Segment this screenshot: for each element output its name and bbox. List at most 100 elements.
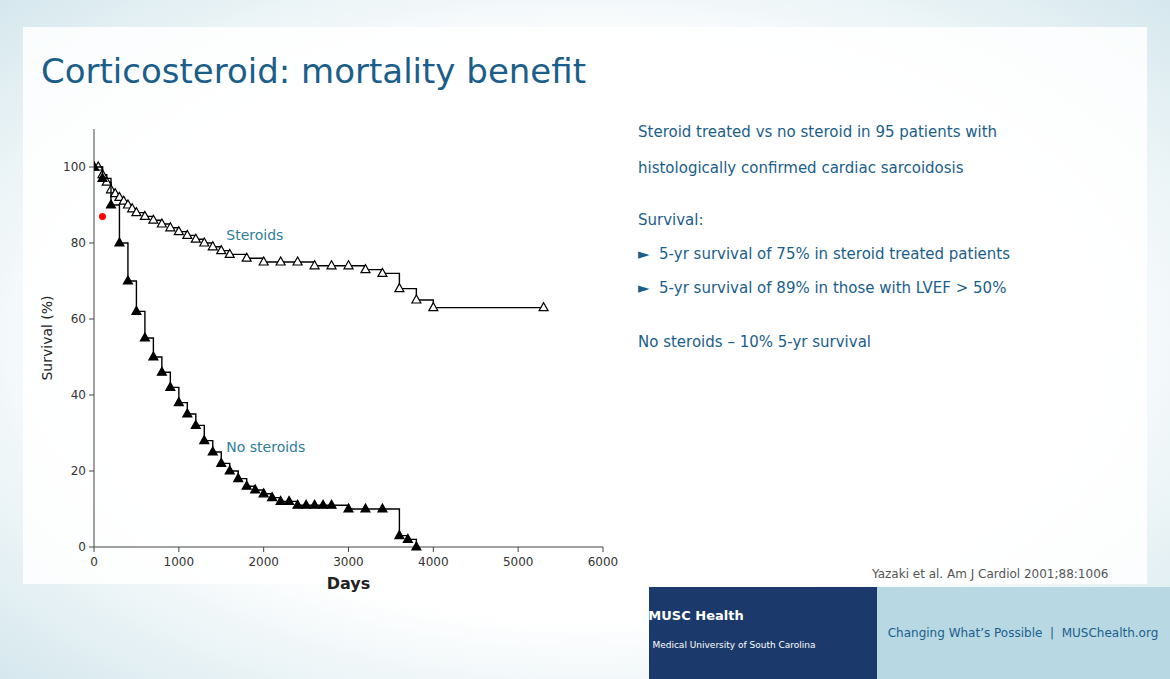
survival-marker (268, 493, 277, 501)
survival-marker (344, 504, 353, 512)
survival-marker (344, 261, 353, 269)
x-tick-label: 5000 (503, 555, 534, 569)
survival-marker (200, 238, 209, 246)
axes: 0100020003000400050006000020406080100Day… (39, 129, 618, 593)
survival-marker (361, 504, 370, 512)
survival-marker (302, 500, 311, 508)
content-panel (23, 27, 1147, 584)
survival-marker (157, 367, 166, 375)
survival-marker (208, 447, 217, 455)
survival-marker (293, 257, 302, 265)
footer-tagline: Changing What’s Possible | MUSChealth.or… (888, 626, 1159, 640)
survival-marker (94, 162, 99, 170)
x-tick-label: 1000 (164, 555, 195, 569)
survival-marker (361, 265, 370, 273)
x-tick-label: 3000 (333, 555, 364, 569)
y-tick (89, 243, 94, 244)
x-tick (433, 547, 434, 552)
y-tick-label: 100 (63, 160, 86, 174)
x-tick-label: 0 (90, 555, 98, 569)
survival-curve (94, 167, 416, 547)
footer-subtitle: Medical University of South Carolina (652, 640, 815, 650)
footer-left (649, 587, 877, 679)
survival-marker (327, 261, 336, 269)
y-tick-label: 20 (71, 464, 86, 478)
survival-marker (276, 257, 285, 265)
y-tick (89, 167, 94, 168)
survival-marker (259, 489, 268, 497)
x-axis-label: Days (327, 574, 371, 593)
background (0, 0, 1170, 679)
survival-marker (149, 352, 158, 360)
plot (94, 162, 548, 550)
x-tick (518, 547, 519, 552)
y-tick (89, 547, 94, 548)
y-tick (89, 395, 94, 396)
survival-marker (225, 466, 234, 474)
survival-marker (310, 261, 319, 269)
x-tick (348, 547, 349, 552)
survival-marker (259, 257, 268, 265)
survival-marker (191, 234, 200, 242)
survival-marker (98, 173, 107, 181)
annotation: ► 5-yr survival of 75% in steroid treate… (638, 245, 1010, 263)
y-tick (89, 471, 94, 472)
survival-marker (276, 496, 285, 504)
y-tick-label: 80 (71, 236, 86, 250)
survival-marker (166, 223, 175, 231)
survival-marker (208, 242, 217, 250)
survival-marker (217, 458, 226, 466)
survival-marker (319, 500, 328, 508)
survival-marker (191, 420, 200, 428)
annotation: ► 5-yr survival of 89% in those with LVE… (638, 279, 1006, 297)
survival-curve (94, 167, 544, 308)
survival-marker (378, 504, 387, 512)
citation: Yazaki et al. Am J Cardiol 2001;88:1006 (871, 567, 1108, 581)
survival-marker (403, 534, 412, 542)
survival-marker (157, 219, 166, 227)
survival-marker (395, 531, 404, 539)
survival-marker (149, 215, 158, 223)
survival-marker (310, 500, 319, 508)
survival-marker (293, 500, 302, 508)
annotation: histologically confirmed cardiac sarcoid… (638, 159, 964, 177)
survival-marker (174, 398, 183, 406)
annotation: Survival: (638, 211, 704, 229)
slide: MUSC Health Medical University of South C… (0, 0, 1170, 679)
survival-marker (285, 496, 294, 504)
survival-marker (183, 409, 192, 417)
survival-marker (412, 542, 421, 550)
y-tick-label: 0 (78, 540, 86, 554)
survival-marker (174, 227, 183, 235)
survival-marker (327, 500, 336, 508)
survival-marker (132, 306, 141, 314)
annotation: Steroid treated vs no steroid in 95 pati… (638, 123, 997, 141)
survival-marker (251, 485, 260, 493)
y-tick-label: 60 (71, 312, 86, 326)
x-tick-label: 4000 (418, 555, 449, 569)
x-tick (94, 547, 95, 552)
survival-marker (412, 295, 421, 303)
annotation: No steroids – 10% 5-yr survival (638, 333, 871, 351)
survival-marker (217, 246, 226, 254)
y-tick-label: 40 (71, 388, 86, 402)
survival-marker (183, 230, 192, 238)
survival-marker (242, 253, 251, 261)
series-labels: SteroidsNo steroids (226, 227, 305, 456)
survival-marker (200, 436, 209, 444)
survival-marker (395, 284, 404, 292)
survival-marker (106, 200, 115, 208)
survival-marker (234, 474, 243, 482)
survival-marker (539, 303, 548, 311)
survival-marker (378, 268, 387, 276)
survival-marker (123, 276, 132, 284)
survival-marker (140, 211, 149, 219)
survival-marker (166, 382, 175, 390)
y-axis-label: Survival (%) (39, 295, 55, 380)
survival-marker (225, 249, 234, 257)
survival-marker (140, 333, 149, 341)
y-axis-line (94, 129, 95, 547)
footer-right (877, 587, 1170, 679)
footer-brand: MUSC Health (648, 608, 743, 623)
highlight-point (99, 213, 106, 220)
